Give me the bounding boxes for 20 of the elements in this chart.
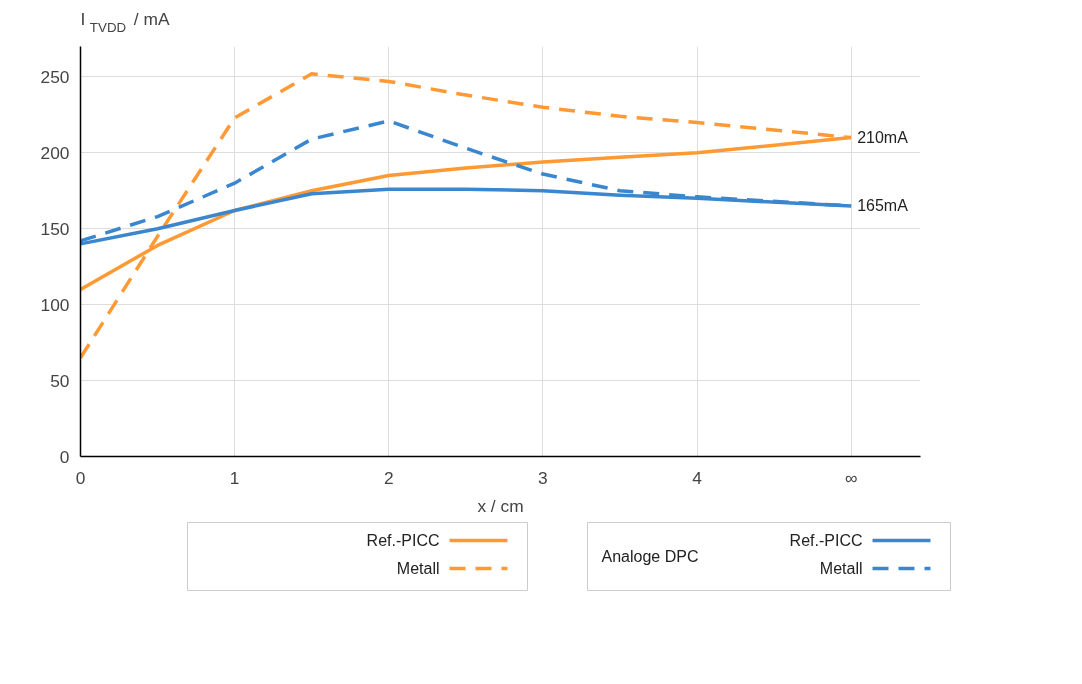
y-tick-label: 100	[40, 294, 70, 315]
x-tick-label: 2	[383, 467, 394, 488]
x-axis-title: x / cm	[477, 495, 524, 516]
legend-label: Ref.-PICC	[366, 532, 440, 549]
x-tick-label: 4	[692, 467, 703, 488]
annotation: 165mA	[857, 197, 909, 215]
y-tick-label: 200	[40, 142, 70, 163]
y-tick-label: 250	[40, 66, 70, 87]
x-tick-label: 3	[538, 467, 548, 488]
legend-label: Metall	[819, 560, 863, 577]
x-tick-label: 0	[75, 467, 86, 488]
y-tick-label: 0	[59, 446, 70, 467]
annotation: 210mA	[857, 129, 909, 147]
x-tick-label: ∞	[844, 467, 858, 488]
x-tick-label: 1	[229, 467, 240, 488]
legend-title: Analoge DPC	[601, 548, 699, 565]
y-tick-label: 150	[40, 218, 70, 239]
legend-label: Metall	[396, 560, 440, 577]
y-tick-label: 50	[50, 370, 70, 391]
legend-label: Ref.-PICC	[789, 532, 863, 549]
